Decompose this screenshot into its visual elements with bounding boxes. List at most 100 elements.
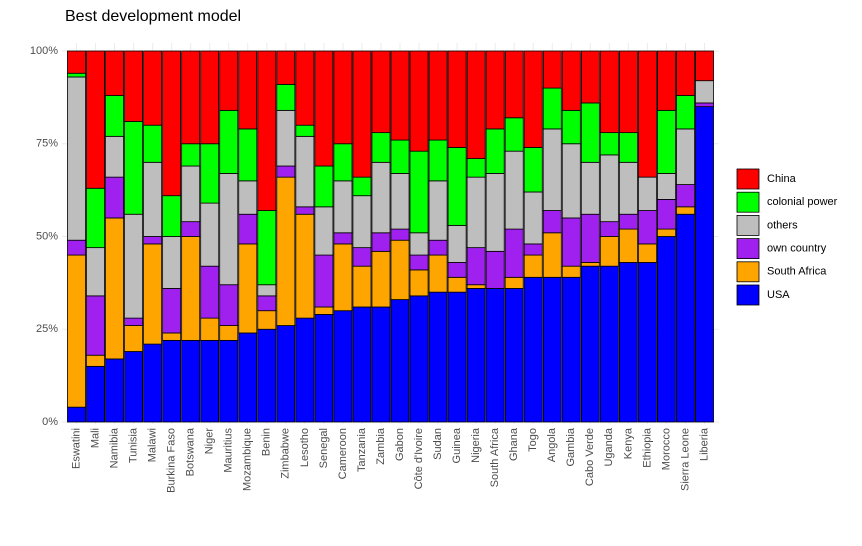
bar-segment [276, 325, 296, 423]
bar-segment [580, 265, 600, 423]
bar-segment [409, 232, 429, 256]
bar-segment [618, 262, 638, 423]
bar-segment [409, 50, 429, 152]
bar-segment [618, 228, 638, 263]
legend-swatch [736, 261, 760, 283]
bar-segment [637, 243, 657, 263]
bar-segment [219, 109, 239, 174]
bar-segment [485, 250, 505, 289]
bar-segment [676, 128, 695, 185]
bar-segment [561, 265, 581, 278]
bar-segment [542, 210, 562, 234]
legend-label: others [767, 219, 798, 231]
bar-segment [67, 239, 86, 256]
bar-segment [86, 247, 105, 297]
bar-segment [676, 184, 695, 208]
bar-segment [504, 50, 524, 119]
bar-segment [67, 50, 86, 74]
x-tick-label: Mozambique [242, 428, 254, 491]
bar-segment [276, 176, 296, 326]
bar-segment [542, 87, 562, 130]
x-tick-label: Cameroon [337, 428, 349, 479]
bar-segment [390, 239, 410, 300]
bar-segment [295, 213, 315, 319]
bar-segment [162, 195, 182, 237]
y-tick-label: 75% [36, 138, 58, 150]
bar-segment [428, 254, 448, 293]
bar-segment [105, 50, 125, 96]
bar-segment [428, 291, 448, 423]
bar-segment [200, 265, 220, 319]
bar-segment [618, 213, 638, 230]
bar-segment [257, 50, 277, 211]
bar-segment [200, 339, 220, 423]
bar-segment [295, 206, 315, 215]
bar-segment [143, 343, 163, 423]
bar-segment [676, 50, 695, 96]
y-tick-label: 0% [42, 416, 58, 428]
bar-segment [314, 165, 334, 208]
x-tick-label: Sudan [432, 428, 444, 460]
bar-segment [238, 332, 258, 423]
bar-segment [371, 132, 391, 163]
bar-segment [238, 180, 258, 215]
bar-segment [523, 191, 543, 245]
legend-swatch [736, 284, 760, 306]
bar-segment [181, 50, 201, 145]
bar-segment [390, 139, 410, 174]
bar-segment [67, 76, 86, 241]
bar-segment [390, 299, 410, 423]
bar-segment [656, 198, 676, 230]
bar-segment [466, 288, 486, 423]
bar-segment [352, 50, 372, 178]
x-tick-label: Uganda [603, 427, 615, 466]
bar-segment [447, 262, 467, 278]
legend-label: China [767, 173, 797, 185]
bar-segment [143, 243, 163, 345]
bar-segment [371, 306, 391, 423]
x-tick-label: Mali [89, 428, 101, 448]
bar-segment [276, 109, 296, 167]
bar-segment [580, 50, 600, 104]
bar-segment [181, 236, 201, 341]
x-tick-label: Benin [261, 428, 273, 456]
bar-segment [580, 102, 600, 163]
bar-segment [656, 173, 676, 200]
legend-label: USA [767, 289, 790, 301]
bar-segment [181, 165, 201, 223]
legend-swatch [736, 191, 760, 213]
bar-segment [219, 284, 239, 326]
bar-segment [238, 50, 258, 130]
bar-segment [428, 239, 448, 256]
bar-segment [523, 50, 543, 148]
bar-segment [409, 254, 429, 271]
bar-segment [352, 176, 372, 197]
bar-segment [447, 291, 467, 423]
x-tick-label: Niger [204, 428, 216, 455]
bar-segment [86, 295, 105, 356]
bar-segment [162, 339, 182, 423]
x-tick-label: Eswatini [70, 428, 82, 469]
bar-segment [466, 158, 486, 178]
bar-segment [162, 236, 182, 289]
bar-segment [86, 354, 105, 367]
bar-segment [466, 176, 486, 249]
bar-segment [656, 228, 676, 237]
x-tick-label: Ethiopia [641, 427, 653, 468]
bar-segment [67, 72, 86, 78]
bar-segment [371, 250, 391, 308]
y-tick-label: 50% [36, 230, 58, 242]
legend-label: colonial power [767, 196, 838, 208]
bar-segment [333, 180, 353, 234]
chart-title: Best development model [65, 8, 241, 25]
bar-segment [276, 50, 296, 85]
bar-segment [333, 310, 353, 423]
bar-segment [599, 221, 619, 237]
bar-segment [143, 236, 163, 245]
x-tick-label: Morocco [660, 428, 672, 470]
bar-segment [695, 106, 714, 423]
x-tick-label: Sierra Leone [679, 428, 691, 491]
bar-segment [314, 314, 334, 423]
bar-segment [485, 50, 505, 130]
